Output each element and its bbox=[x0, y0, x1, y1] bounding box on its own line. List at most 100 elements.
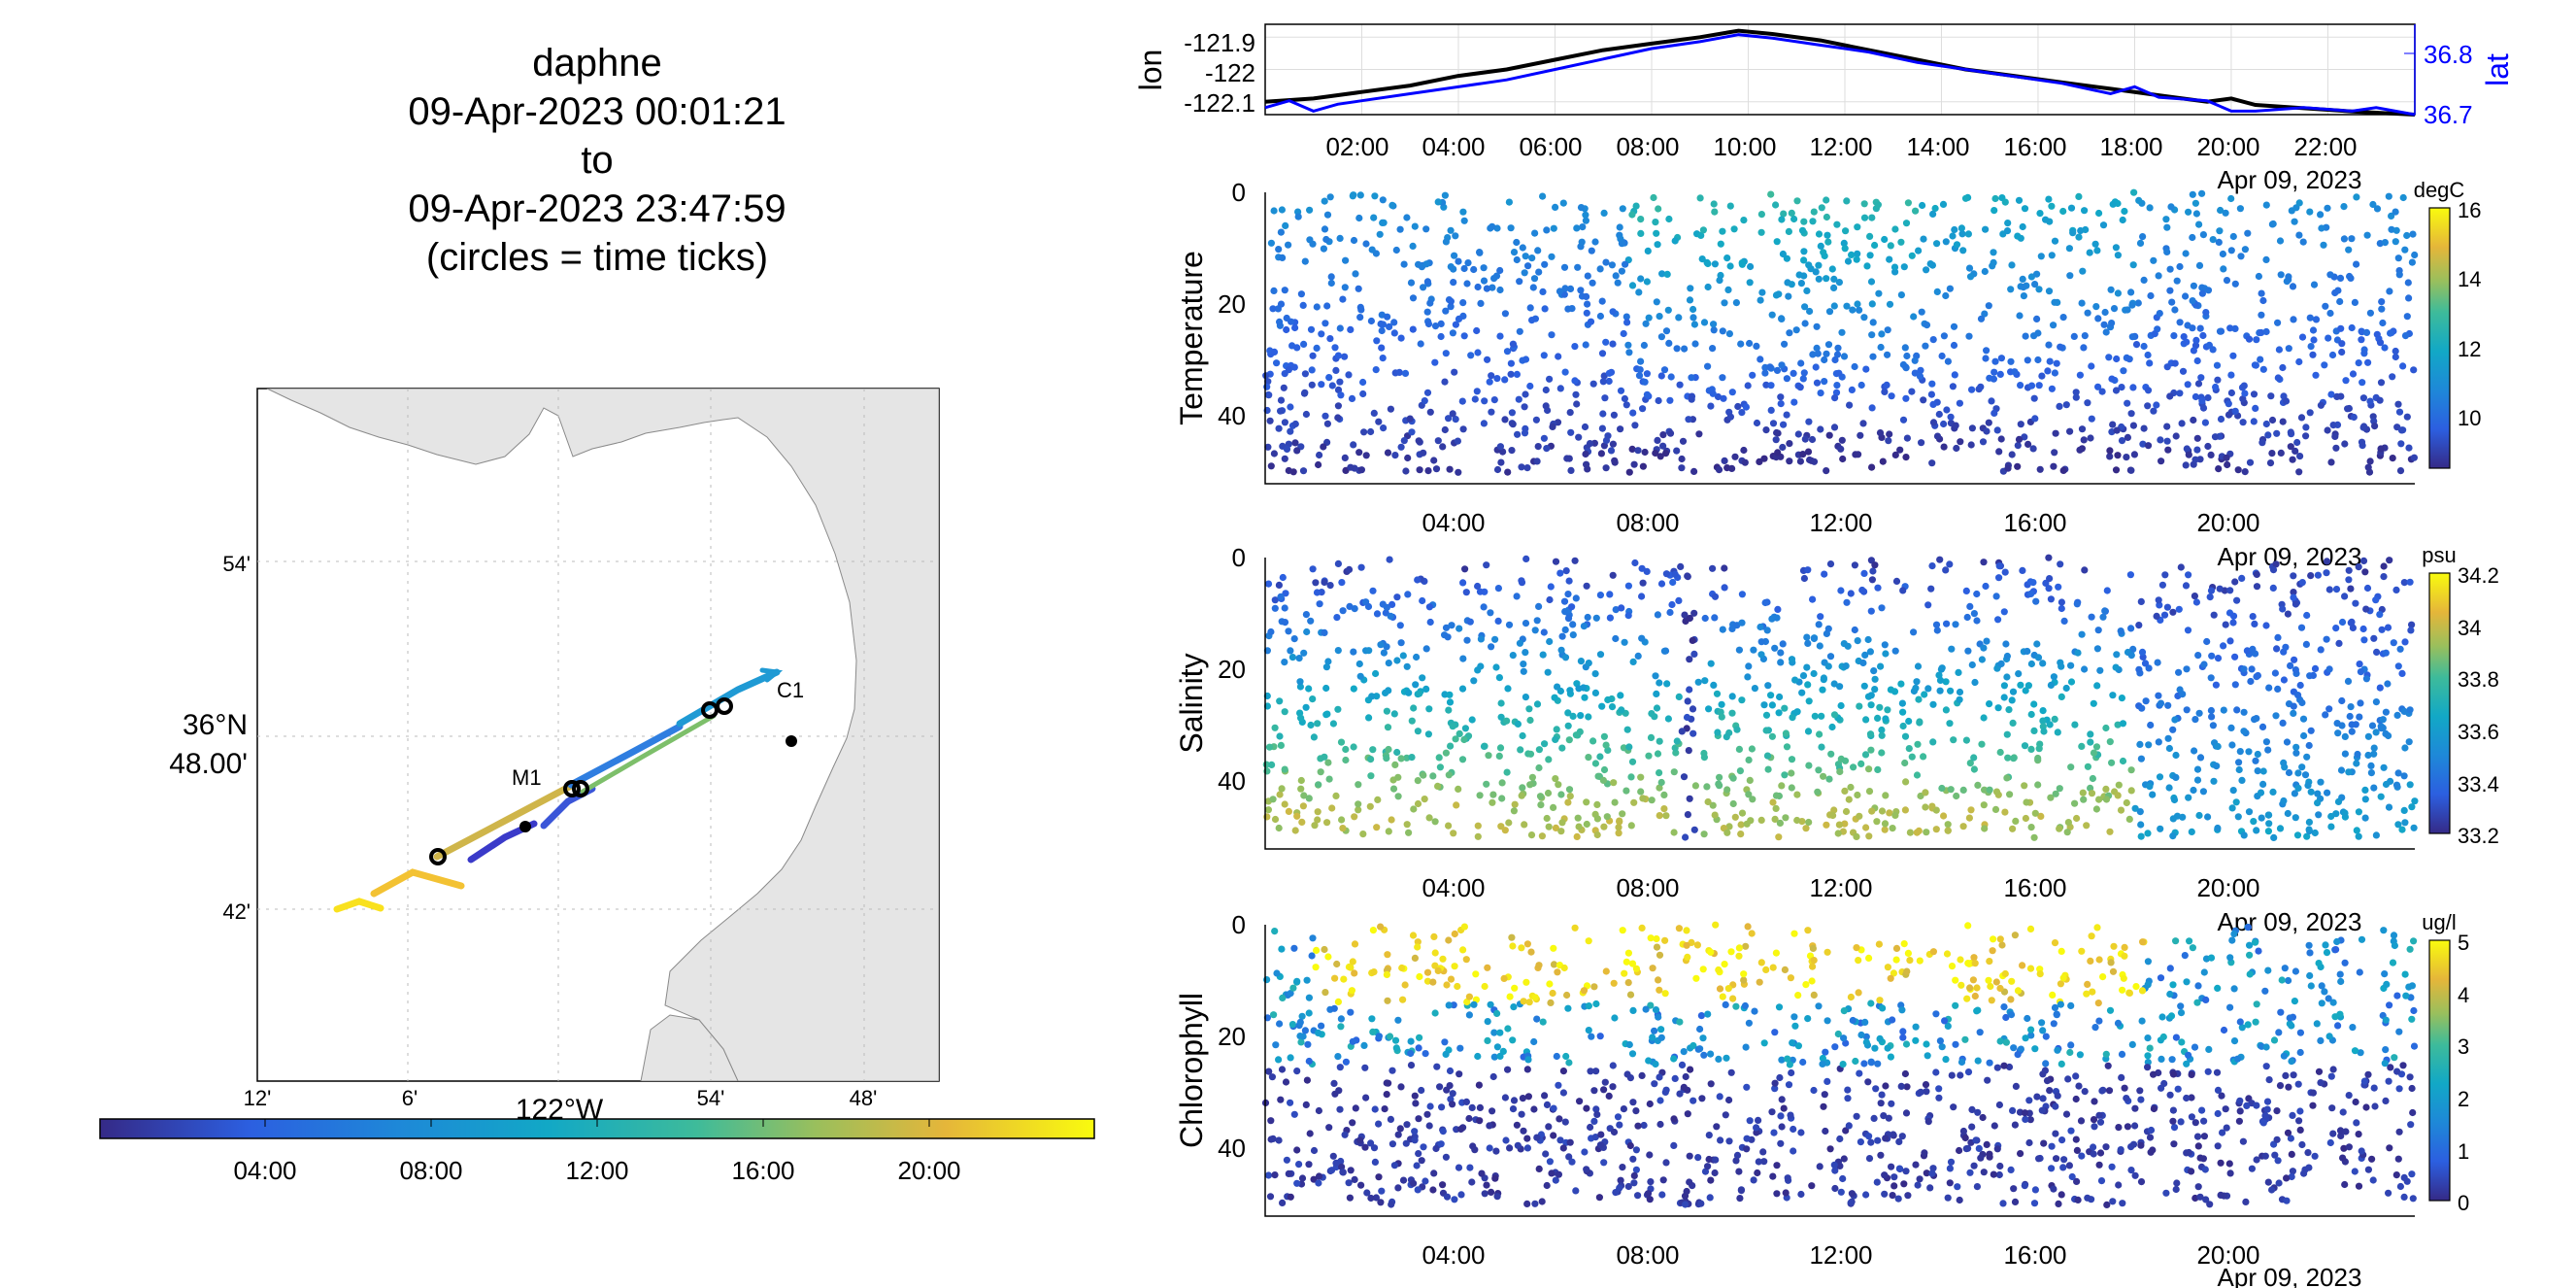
scatter-point bbox=[1882, 650, 1890, 658]
scatter-point bbox=[2074, 649, 2082, 657]
scatter-point bbox=[2217, 206, 2225, 215]
scatter-point bbox=[1438, 1103, 1446, 1111]
scatter-point bbox=[2196, 754, 2205, 762]
scatter-point bbox=[2229, 619, 2237, 627]
scatter-point bbox=[1796, 384, 1804, 391]
scatter-point bbox=[1790, 1013, 1798, 1021]
scatter-point bbox=[1661, 936, 1669, 944]
scatter-point bbox=[2032, 597, 2040, 605]
scatter-point bbox=[2198, 289, 2206, 297]
scatter-point bbox=[2082, 225, 2090, 234]
scatter-point bbox=[2327, 812, 2335, 821]
scatter-point bbox=[2242, 1198, 2250, 1205]
scatter-point bbox=[2025, 1097, 2033, 1104]
scatter-point bbox=[2311, 829, 2319, 837]
scatter-point bbox=[1881, 235, 1889, 244]
nav-right-axis: 36.8 36.7 lat bbox=[2404, 24, 2515, 129]
scatter-point bbox=[1775, 290, 1783, 298]
scatter-point bbox=[1826, 653, 1835, 661]
scatter-point bbox=[1321, 197, 1328, 205]
scatter-point bbox=[1849, 1016, 1857, 1025]
scatter-point bbox=[1414, 576, 1422, 584]
scatter-point bbox=[1459, 946, 1467, 954]
scatter-point bbox=[1424, 730, 1432, 738]
scatter-point bbox=[1444, 633, 1452, 641]
scatter-point bbox=[1464, 259, 1472, 267]
scatter-point bbox=[2292, 814, 2299, 822]
scatter-point bbox=[1707, 1176, 1715, 1184]
scatter-point bbox=[1859, 659, 1867, 667]
scatter-point bbox=[2040, 1139, 2048, 1147]
scatter-point bbox=[2046, 1087, 2054, 1095]
scatter-point bbox=[1887, 1053, 1894, 1061]
scatter-point bbox=[2259, 296, 2267, 305]
scatter-point bbox=[1526, 382, 1534, 390]
scatter-point bbox=[2275, 1029, 2283, 1036]
scatter-point bbox=[2109, 421, 2117, 428]
scatter-point bbox=[1550, 1104, 1557, 1112]
scatter-point bbox=[1881, 1171, 1889, 1179]
scatter-point bbox=[2008, 451, 2016, 458]
scatter-point bbox=[2177, 1118, 2185, 1126]
scatter-point bbox=[2216, 327, 2225, 335]
scatter-point bbox=[2050, 1185, 2057, 1193]
scatter-point bbox=[2166, 965, 2174, 972]
scatter-point bbox=[1852, 1057, 1859, 1066]
scatter-point bbox=[2071, 799, 2079, 807]
scatter-point bbox=[2372, 596, 2380, 604]
scatter-point bbox=[2364, 358, 2372, 366]
scatter-point bbox=[1277, 300, 1286, 308]
scatter-point bbox=[2318, 1000, 2325, 1007]
scatter-point bbox=[2325, 995, 2332, 1002]
scatter-point bbox=[2341, 732, 2349, 741]
scatter-point bbox=[1556, 385, 1564, 392]
scatter-point bbox=[1929, 400, 1937, 408]
scatter-point bbox=[2191, 1119, 2199, 1127]
nav-time-tick: 02:00 bbox=[1325, 132, 1388, 161]
scatter-point bbox=[1611, 798, 1619, 806]
scatter-point bbox=[1843, 302, 1851, 310]
scatter-point bbox=[1314, 808, 1321, 816]
scatter-point bbox=[2392, 226, 2400, 234]
scatter-point bbox=[1662, 812, 1670, 820]
scatter-point bbox=[2305, 1164, 2313, 1171]
scatter-point bbox=[2210, 611, 2218, 619]
scatter-point bbox=[2177, 1009, 2186, 1017]
scatter-point bbox=[1941, 1017, 1949, 1025]
scatter-point bbox=[1628, 211, 1636, 219]
scatter-point bbox=[1298, 1174, 1307, 1182]
scatter-point bbox=[1657, 580, 1666, 588]
scatter-point bbox=[1711, 614, 1719, 622]
scatter-point bbox=[2364, 1070, 2372, 1078]
scatter-point bbox=[1457, 1125, 1465, 1134]
scatter-point bbox=[1719, 626, 1726, 633]
scatter-point bbox=[1860, 682, 1868, 690]
scatter-point bbox=[2150, 256, 2158, 264]
scatter-point bbox=[1535, 602, 1543, 611]
scatter-point bbox=[1737, 821, 1745, 829]
scatter-point bbox=[1694, 1045, 1702, 1053]
scatter-point bbox=[1991, 194, 1999, 203]
scatter-point bbox=[1908, 753, 1916, 761]
scatter-point bbox=[1903, 434, 1911, 442]
scatter-point bbox=[1851, 561, 1858, 569]
scatter-point bbox=[1577, 712, 1585, 720]
scatter-point bbox=[2110, 942, 2118, 950]
scatter-point bbox=[1297, 290, 1305, 298]
scatter-point bbox=[1598, 350, 1607, 357]
scatter-point bbox=[2236, 1107, 2244, 1115]
scatter-point bbox=[2332, 625, 2340, 632]
scatter-point bbox=[1362, 1094, 1370, 1102]
scatter-point bbox=[2382, 649, 2390, 657]
scatter-point bbox=[1423, 1110, 1431, 1118]
scatter-point bbox=[2238, 1024, 2246, 1032]
scatter-point bbox=[2127, 787, 2135, 795]
scatter-point bbox=[1645, 752, 1653, 760]
scatter-point bbox=[1857, 431, 1864, 439]
scatter-point bbox=[2089, 774, 2096, 783]
scatter-point bbox=[2051, 449, 2058, 457]
scatter-point bbox=[2391, 1054, 2398, 1062]
scatter-point bbox=[1707, 1080, 1715, 1088]
scatter-point bbox=[1810, 991, 1818, 999]
scatter-point bbox=[1392, 246, 1400, 254]
